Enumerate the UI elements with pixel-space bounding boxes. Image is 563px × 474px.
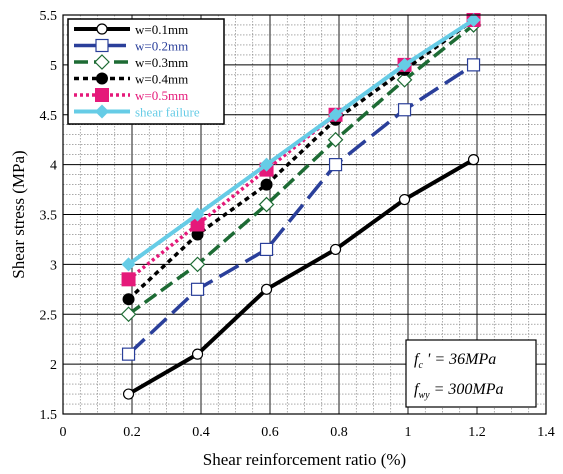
legend-entry: w=0.5mm	[74, 88, 188, 103]
data-point	[258, 196, 275, 213]
legend-entry: shear failure	[74, 104, 200, 120]
data-point	[260, 283, 273, 295]
x-tick-label: 0.2	[123, 425, 141, 440]
legend-marker	[95, 104, 109, 119]
legend-entry: w=0.2mm	[74, 39, 188, 54]
annotation-fc: fc ' = 36MPa	[414, 351, 496, 371]
data-point	[328, 107, 343, 122]
legend-marker	[96, 72, 108, 85]
series-shear failure	[121, 12, 481, 272]
y-tick-label: 1.5	[40, 408, 58, 423]
series-line	[127, 18, 475, 281]
series-line	[127, 63, 475, 356]
data-point	[121, 347, 136, 361]
series-line	[127, 157, 475, 396]
data-point	[122, 388, 135, 400]
x-tick-label: 0	[60, 425, 67, 440]
x-tick-label: 0.8	[330, 425, 348, 440]
data-point	[121, 257, 136, 272]
data-point	[190, 282, 205, 296]
data-point	[328, 158, 343, 172]
data-point	[397, 103, 412, 117]
data-point	[122, 293, 135, 306]
legend-label: shear failure	[135, 105, 200, 120]
annotation-box: fc ' = 36MPa fwy = 300MPa	[405, 339, 537, 408]
data-point	[397, 57, 412, 72]
series-w=0.1mm	[122, 154, 480, 400]
series-layer	[120, 12, 482, 400]
y-tick-label: 4.5	[40, 109, 58, 124]
legend-marker	[96, 23, 108, 35]
data-point	[467, 154, 480, 166]
data-point	[121, 272, 136, 287]
data-point	[396, 71, 413, 88]
x-tick-label: 0.4	[192, 425, 210, 440]
legend-label: w=0.4mm	[135, 72, 188, 87]
y-tick-label: 2	[50, 358, 57, 373]
legend-label: w=0.2mm	[135, 39, 188, 54]
data-point	[260, 178, 273, 191]
legend-marker	[95, 38, 109, 53]
y-tick-label: 5.5	[40, 9, 58, 24]
annotation-frame	[405, 339, 537, 408]
annotation-fwy: fwy = 300MPa	[414, 381, 503, 401]
data-point	[466, 12, 481, 27]
y-tick-label: 4	[50, 159, 57, 174]
legend-label: w=0.5mm	[135, 88, 188, 103]
data-point	[190, 207, 205, 222]
legend-marker	[94, 54, 110, 70]
legend-label: w=0.1mm	[135, 22, 188, 37]
data-point	[327, 131, 344, 148]
y-tick-label: 3.5	[40, 209, 58, 224]
y-axis-label: Shear stress (MPa)	[9, 150, 28, 278]
series-line	[127, 18, 475, 266]
data-point	[329, 243, 342, 256]
data-point	[189, 256, 206, 273]
axis-ticks: 0 0.2 0.4 0.6 0.8 1 1.2 1.4 1.5 2 2.5 3 3.5 4 4.5 5 5.5	[40, 9, 555, 440]
legend-entry: w=0.3mm	[74, 54, 188, 70]
x-tick-label: 1	[405, 425, 412, 440]
data-point	[191, 348, 204, 360]
data-point	[466, 58, 481, 72]
x-axis-label: Shear reinforcement ratio (%)	[203, 450, 406, 469]
y-tick-label: 3	[50, 258, 57, 273]
data-point	[259, 242, 274, 257]
plot-frame	[62, 14, 547, 415]
y-tick-label: 2.5	[40, 308, 58, 323]
legend-entry: w=0.4mm	[74, 72, 188, 87]
data-point	[120, 306, 137, 323]
y-tick-label: 5	[50, 59, 57, 74]
legend-marker	[95, 88, 109, 102]
series-w=0.2mm	[121, 58, 481, 361]
legend-entry: w=0.1mm	[74, 22, 188, 37]
data-point	[190, 217, 205, 232]
series-line	[127, 23, 475, 316]
legend-label: w=0.3mm	[135, 55, 188, 70]
x-tick-label: 1.2	[468, 425, 486, 440]
legend-box	[67, 18, 225, 125]
data-point	[398, 193, 411, 206]
x-tick-label: 1.4	[537, 425, 555, 440]
data-point	[259, 157, 274, 172]
x-tick-label: 0.6	[261, 425, 279, 440]
series-line	[127, 18, 475, 301]
